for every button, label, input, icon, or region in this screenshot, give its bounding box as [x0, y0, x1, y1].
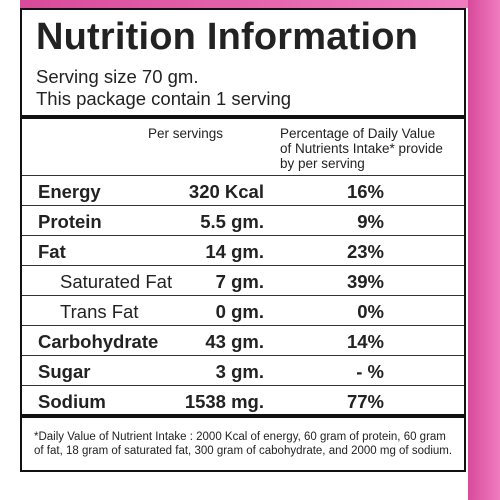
column-header: Per servings [148, 126, 224, 141]
amount: 1538 mg. [184, 391, 264, 412]
daily-value: 9% [357, 211, 384, 232]
daily-value: 16% [346, 181, 384, 202]
daily-value: - % [356, 361, 384, 382]
nutrient-name: Sodium [38, 391, 106, 412]
pink-border [468, 0, 500, 500]
nutrient-row: Fat 14 gm. 23% [22, 235, 464, 266]
nutrient-row: Protein 5.5 gm. 9% [22, 205, 464, 236]
nutrient-row: Trans Fat 0 gm. 0% [22, 295, 464, 326]
daily-value: 14% [346, 331, 384, 352]
nutrient-row: Carbohydrate 43 gm. 14% [22, 325, 464, 356]
nutrient-name: Energy [38, 181, 101, 202]
amount: 5.5 gm. [200, 211, 264, 232]
daily-value: 77% [346, 391, 384, 412]
amount: 43 gm. [205, 331, 264, 352]
amount: 3 gm. [215, 361, 264, 382]
title: Nutrition Information [36, 16, 419, 58]
pink-border-top [20, 0, 468, 8]
rule [22, 115, 464, 119]
nutrient-name: Sugar [38, 361, 91, 382]
daily-value: 39% [346, 271, 384, 292]
nutrient-row: Energy 320 Kcal 16% [22, 175, 464, 206]
nutrient-row: Sodium 1538 mg. 77% [22, 385, 464, 416]
column-header: Percentage of Daily Value of Nutrients I… [280, 126, 443, 171]
nutrient-name: Saturated Fat [60, 271, 173, 292]
amount: 320 Kcal [188, 181, 264, 202]
nutrient-name: Protein [38, 211, 102, 232]
amount: 7 gm. [215, 271, 264, 292]
amount: 14 gm. [205, 241, 264, 262]
footnote: *Daily Value of Nutrient Intake : 2000 K… [34, 431, 453, 457]
serving-size: Serving size 70 gm. [36, 66, 199, 87]
nutrient-row: Sugar 3 gm. - % [22, 355, 464, 386]
serving-count: This package contain 1 serving [36, 88, 292, 109]
daily-value: 23% [346, 241, 384, 262]
nutrition-label: Nutrition Information Serving size 70 gm… [20, 8, 466, 472]
nutrient-row: Saturated Fat 7 gm. 39% [22, 265, 464, 296]
nutrient-name: Trans Fat [60, 301, 139, 322]
nutrient-name: Fat [38, 241, 66, 262]
nutrient-name: Carbohydrate [38, 331, 159, 352]
rule [22, 414, 464, 418]
amount: 0 gm. [215, 301, 264, 322]
daily-value: 0% [357, 301, 384, 322]
